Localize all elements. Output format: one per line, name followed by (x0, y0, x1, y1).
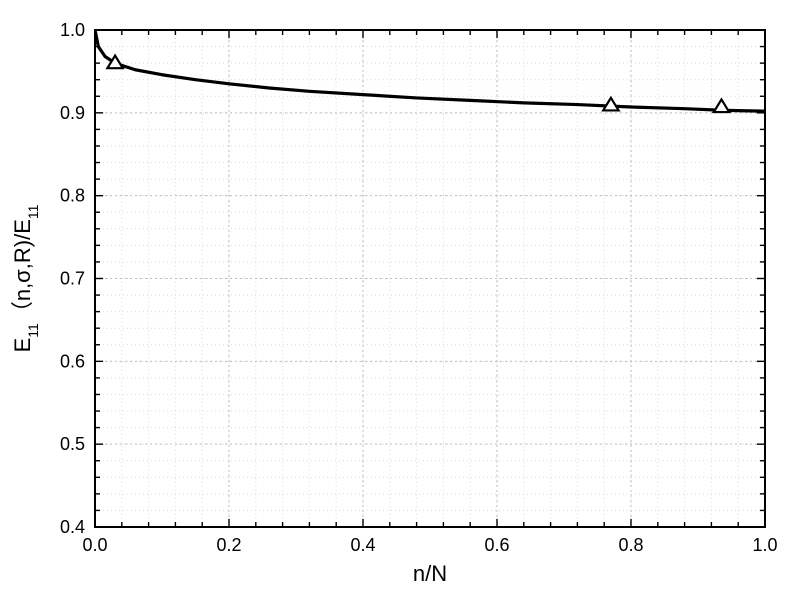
x-tick-label: 0.4 (350, 535, 375, 555)
y-tick-label: 0.7 (60, 269, 85, 289)
x-tick-label: 0.0 (82, 535, 107, 555)
y-tick-label: 0.6 (60, 351, 85, 371)
y-tick-label: 0.5 (60, 434, 85, 454)
chart-container: 0.0 0.2 0.4 0.6 0.8 1.0 0.4 0.5 0.6 0.7 0.8 0.9 1.0 n… (0, 0, 798, 591)
y-tick-label: 0.9 (60, 103, 85, 123)
x-tick-label: 1.0 (752, 535, 777, 555)
x-tick-label: 0.2 (216, 535, 241, 555)
x-tick-label: 0.6 (484, 535, 509, 555)
y-tick-label: 1.0 (60, 20, 85, 40)
y-tick-label: 0.4 (60, 517, 85, 537)
y-tick-label: 0.8 (60, 186, 85, 206)
chart-svg: 0.0 0.2 0.4 0.6 0.8 1.0 0.4 0.5 0.6 0.7 0.8 0.9 1.0 n… (0, 0, 798, 591)
x-tick-label: 0.8 (618, 535, 643, 555)
x-axis-label: n/N (413, 561, 447, 586)
